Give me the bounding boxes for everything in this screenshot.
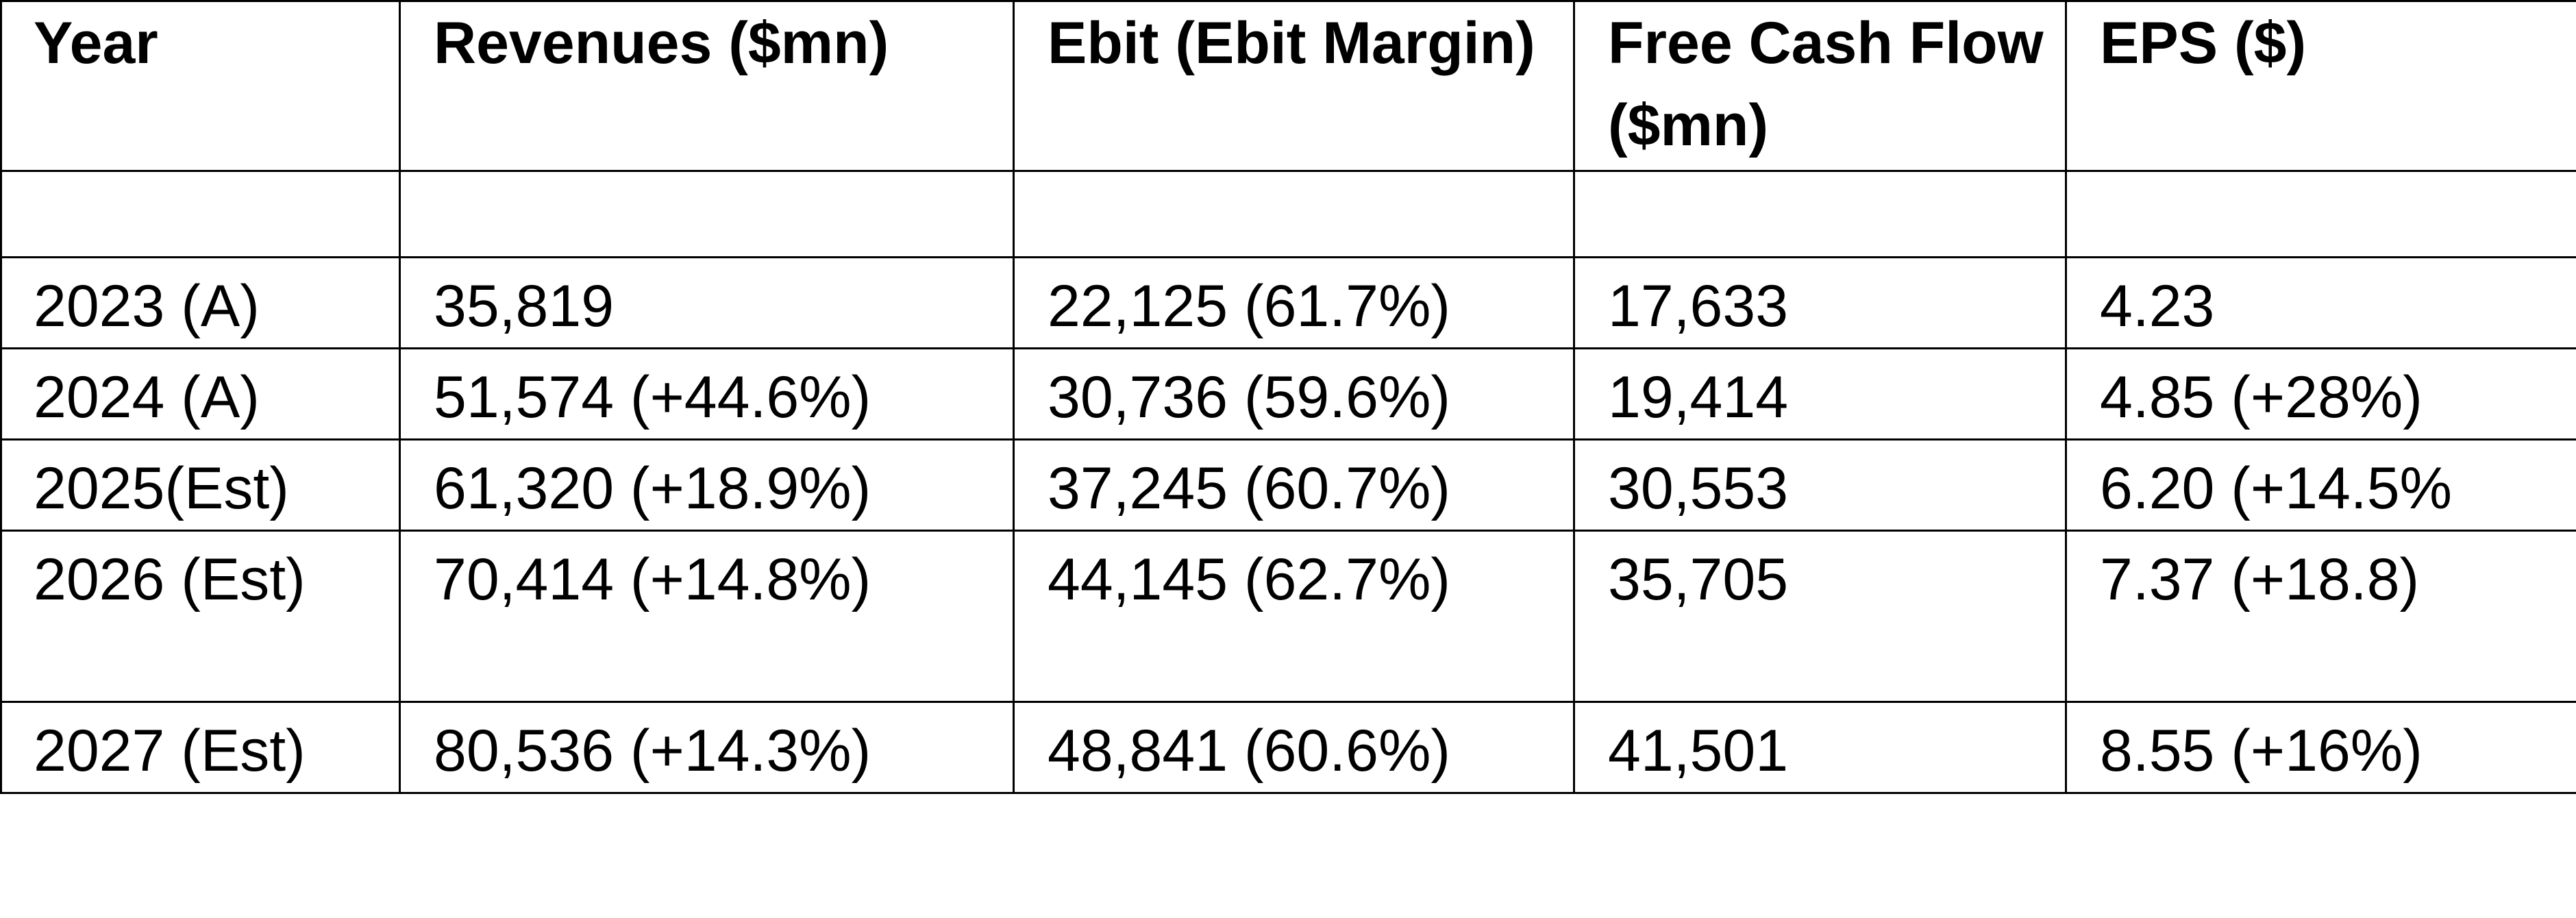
eps-cell: 4.23 [2065,256,2576,349]
table-row-2027: 2027 (Est) 80,536 (+14.3%) 48,841 (60.6%… [0,701,2576,794]
table-cell [399,170,1015,258]
free-cash-flow-cell: 17,633 [1573,256,2067,349]
revenues-cell: 51,574 (+44.6%) [399,347,1015,441]
header-free-cash-flow: Free Cash Flow ($mn) [1573,0,2067,172]
eps-cell: 6.20 (+14.5% [2065,438,2576,532]
free-cash-flow-cell: 19,414 [1573,347,2067,441]
table-cell [2065,170,2576,258]
revenues-cell: 70,414 (+14.8%) [399,530,1015,703]
header-year: Year [0,0,401,172]
header-eps: EPS ($) [2065,0,2576,172]
table-header-row: Year Revenues ($mn) Ebit (Ebit Margin) F… [0,0,2576,172]
ebit-cell: 22,125 (61.7%) [1013,256,1575,349]
table-cell [0,170,401,258]
free-cash-flow-cell: 41,501 [1573,701,2067,794]
eps-cell: 8.55 (+16%) [2065,701,2576,794]
table-cell [1013,170,1575,258]
table-row-2023: 2023 (A) 35,819 22,125 (61.7%) 17,633 4.… [0,256,2576,349]
free-cash-flow-cell: 35,705 [1573,530,2067,703]
table-row-empty [0,170,2576,258]
free-cash-flow-cell: 30,553 [1573,438,2067,532]
ebit-cell: 30,736 (59.6%) [1013,347,1575,441]
table-row-2024: 2024 (A) 51,574 (+44.6%) 30,736 (59.6%) … [0,347,2576,441]
year-cell: 2024 (A) [0,347,401,441]
ebit-cell: 44,145 (62.7%) [1013,530,1575,703]
ebit-cell: 37,245 (60.7%) [1013,438,1575,532]
header-revenues: Revenues ($mn) [399,0,1015,172]
year-cell: 2023 (A) [0,256,401,349]
table-cell [1573,170,2067,258]
table-row-2025: 2025(Est) 61,320 (+18.9%) 37,245 (60.7%)… [0,438,2576,532]
revenues-cell: 80,536 (+14.3%) [399,701,1015,794]
revenues-cell: 35,819 [399,256,1015,349]
year-cell: 2025(Est) [0,438,401,532]
header-ebit: Ebit (Ebit Margin) [1013,0,1575,172]
year-cell: 2027 (Est) [0,701,401,794]
financials-table: Year Revenues ($mn) Ebit (Ebit Margin) F… [0,0,2576,794]
eps-cell: 7.37 (+18.8) [2065,530,2576,703]
revenues-cell: 61,320 (+18.9%) [399,438,1015,532]
eps-cell: 4.85 (+28%) [2065,347,2576,441]
ebit-cell: 48,841 (60.6%) [1013,701,1575,794]
year-cell: 2026 (Est) [0,530,401,703]
table-row-2026: 2026 (Est) 70,414 (+14.8%) 44,145 (62.7%… [0,530,2576,703]
